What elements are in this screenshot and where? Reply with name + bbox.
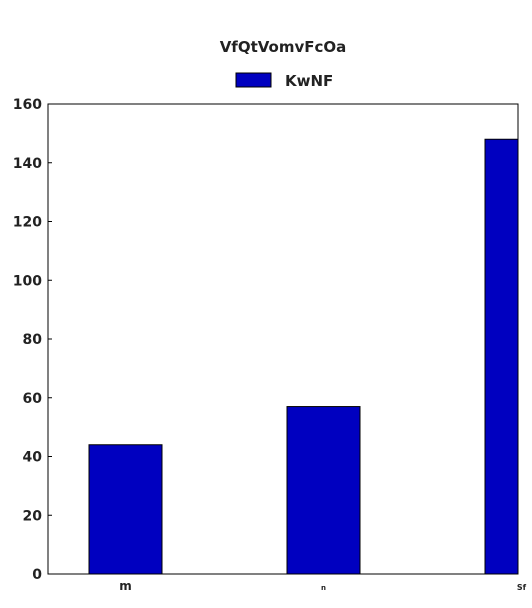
x-tick-label: Sf [517,583,527,592]
y-tick-label: 40 [23,450,43,466]
y-tick-label: 100 [13,273,42,289]
x-axis: m n Sf [119,579,526,593]
y-axis: 0 20 40 60 80 100 120 140 160 [13,97,52,583]
y-tick-label: 80 [23,332,43,348]
y-tick-label: 140 [13,156,42,172]
x-tick-label: n [321,584,326,592]
legend-label: KwNF [285,72,333,90]
y-tick-label: 160 [13,97,42,113]
y-tick-label: 0 [32,567,42,583]
bar-Sf [484,138,519,575]
chart-title: VfQtVomvFcOa [220,38,347,56]
bars [88,138,519,575]
y-tick-label: 60 [23,391,43,407]
bar-n [286,406,361,575]
x-tick-label: m [119,579,132,593]
legend: KwNF [235,72,333,90]
bar-m [88,444,163,575]
y-tick-label: 20 [23,508,43,524]
y-tick-label: 120 [13,215,42,231]
legend-swatch [235,72,272,88]
